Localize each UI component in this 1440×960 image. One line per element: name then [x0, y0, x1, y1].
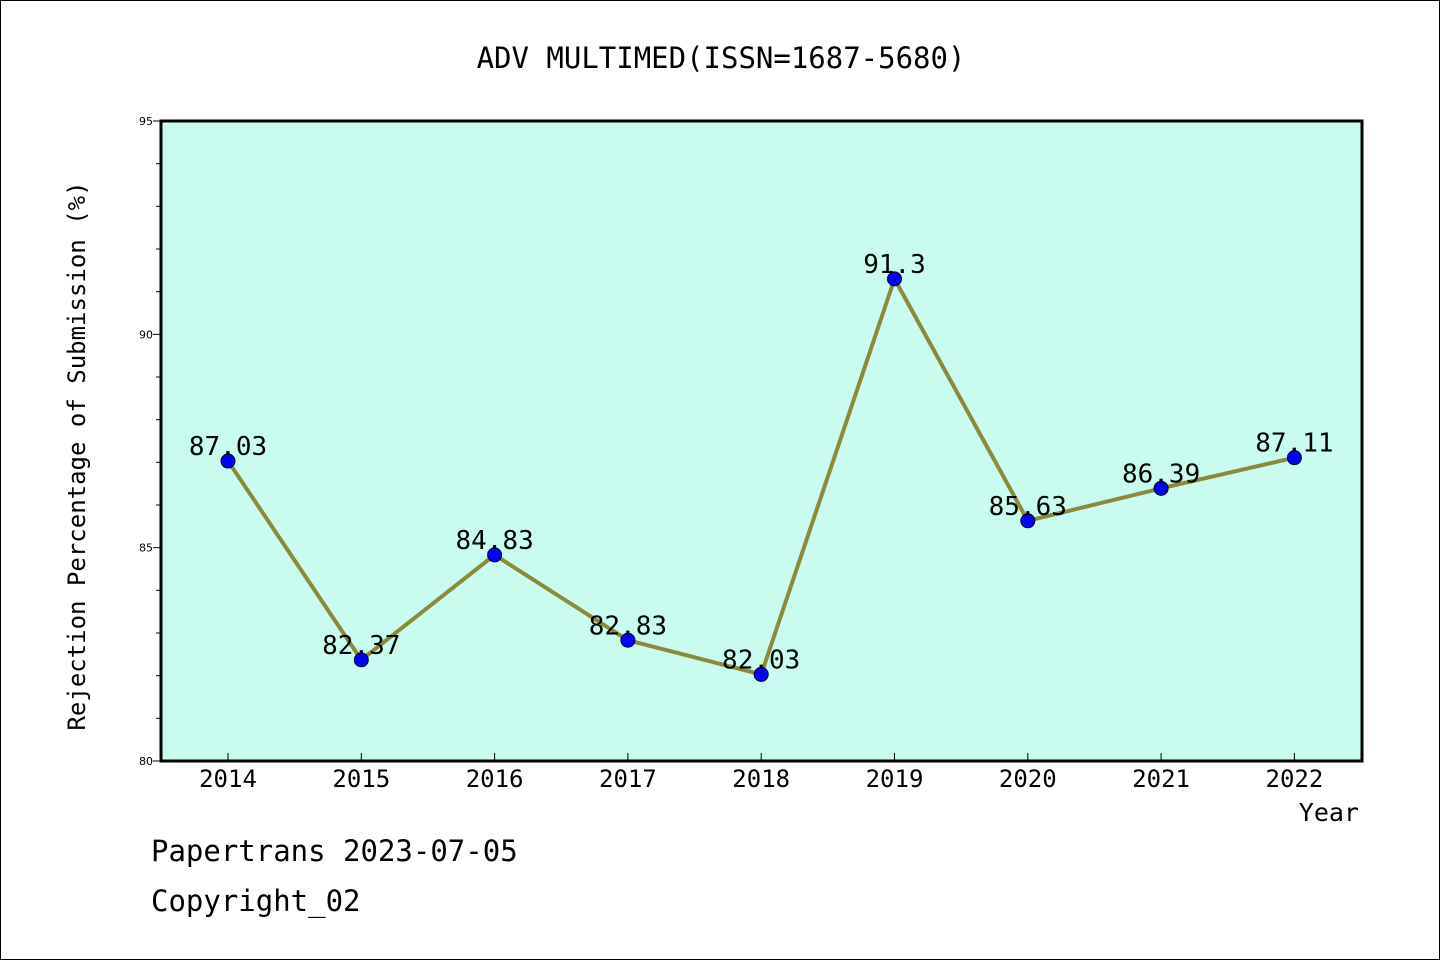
data-points: [220, 271, 1302, 682]
y-axis-label: Rejection Percentage of Submission (%): [63, 181, 91, 730]
data-point: [620, 632, 636, 648]
x-axis: 2014 2015 2016 2017 2018 2019 2020 2021 2022: [199, 753, 1323, 793]
data-point: [1153, 480, 1169, 496]
y-tick-label: 90: [139, 328, 153, 341]
x-axis-label: Year: [1299, 798, 1359, 827]
x-tick-label: 2019: [866, 765, 924, 793]
y-tick-label: 80: [139, 755, 153, 768]
x-tick-label: 2018: [732, 765, 790, 793]
data-point: [887, 271, 902, 287]
data-labels: 87.03 82.37 84.83 82.83 82.03 91.3 85.63 86.39 8…: [189, 250, 1334, 676]
y-axis: 80 85 90 95: [139, 115, 161, 768]
data-label: 85.63: [989, 492, 1067, 522]
x-tick-label: 2022: [1266, 765, 1324, 793]
x-tick-label: 2015: [332, 765, 390, 793]
footer-copyright: Copyright_02: [151, 884, 361, 918]
y-tick-label: 85: [139, 542, 153, 555]
data-point: [1286, 450, 1302, 466]
data-label: 87.03: [189, 432, 267, 462]
data-point: [753, 666, 769, 682]
data-label: 86.39: [1122, 459, 1200, 489]
data-label: 82.03: [722, 645, 800, 675]
data-point: [487, 547, 503, 563]
chart-title: ADV MULTIMED(ISSN=1687-5680): [477, 41, 966, 75]
data-point: [353, 652, 369, 668]
data-point: [1020, 513, 1036, 529]
data-point: [220, 453, 236, 469]
data-label: 84.83: [455, 526, 533, 556]
y-tick-label: 95: [139, 115, 153, 128]
x-tick-label: 2017: [599, 765, 657, 793]
x-tick-label: 2014: [199, 765, 257, 793]
x-tick-label: 2020: [999, 765, 1057, 793]
footer-date: Papertrans 2023-07-05: [151, 834, 518, 868]
x-tick-label: 2021: [1132, 765, 1190, 793]
data-label: 82.37: [322, 631, 400, 661]
data-label: 91.3: [863, 250, 926, 280]
data-label: 87.11: [1255, 429, 1333, 459]
data-label: 82.83: [589, 611, 667, 641]
x-tick-label: 2016: [466, 765, 524, 793]
